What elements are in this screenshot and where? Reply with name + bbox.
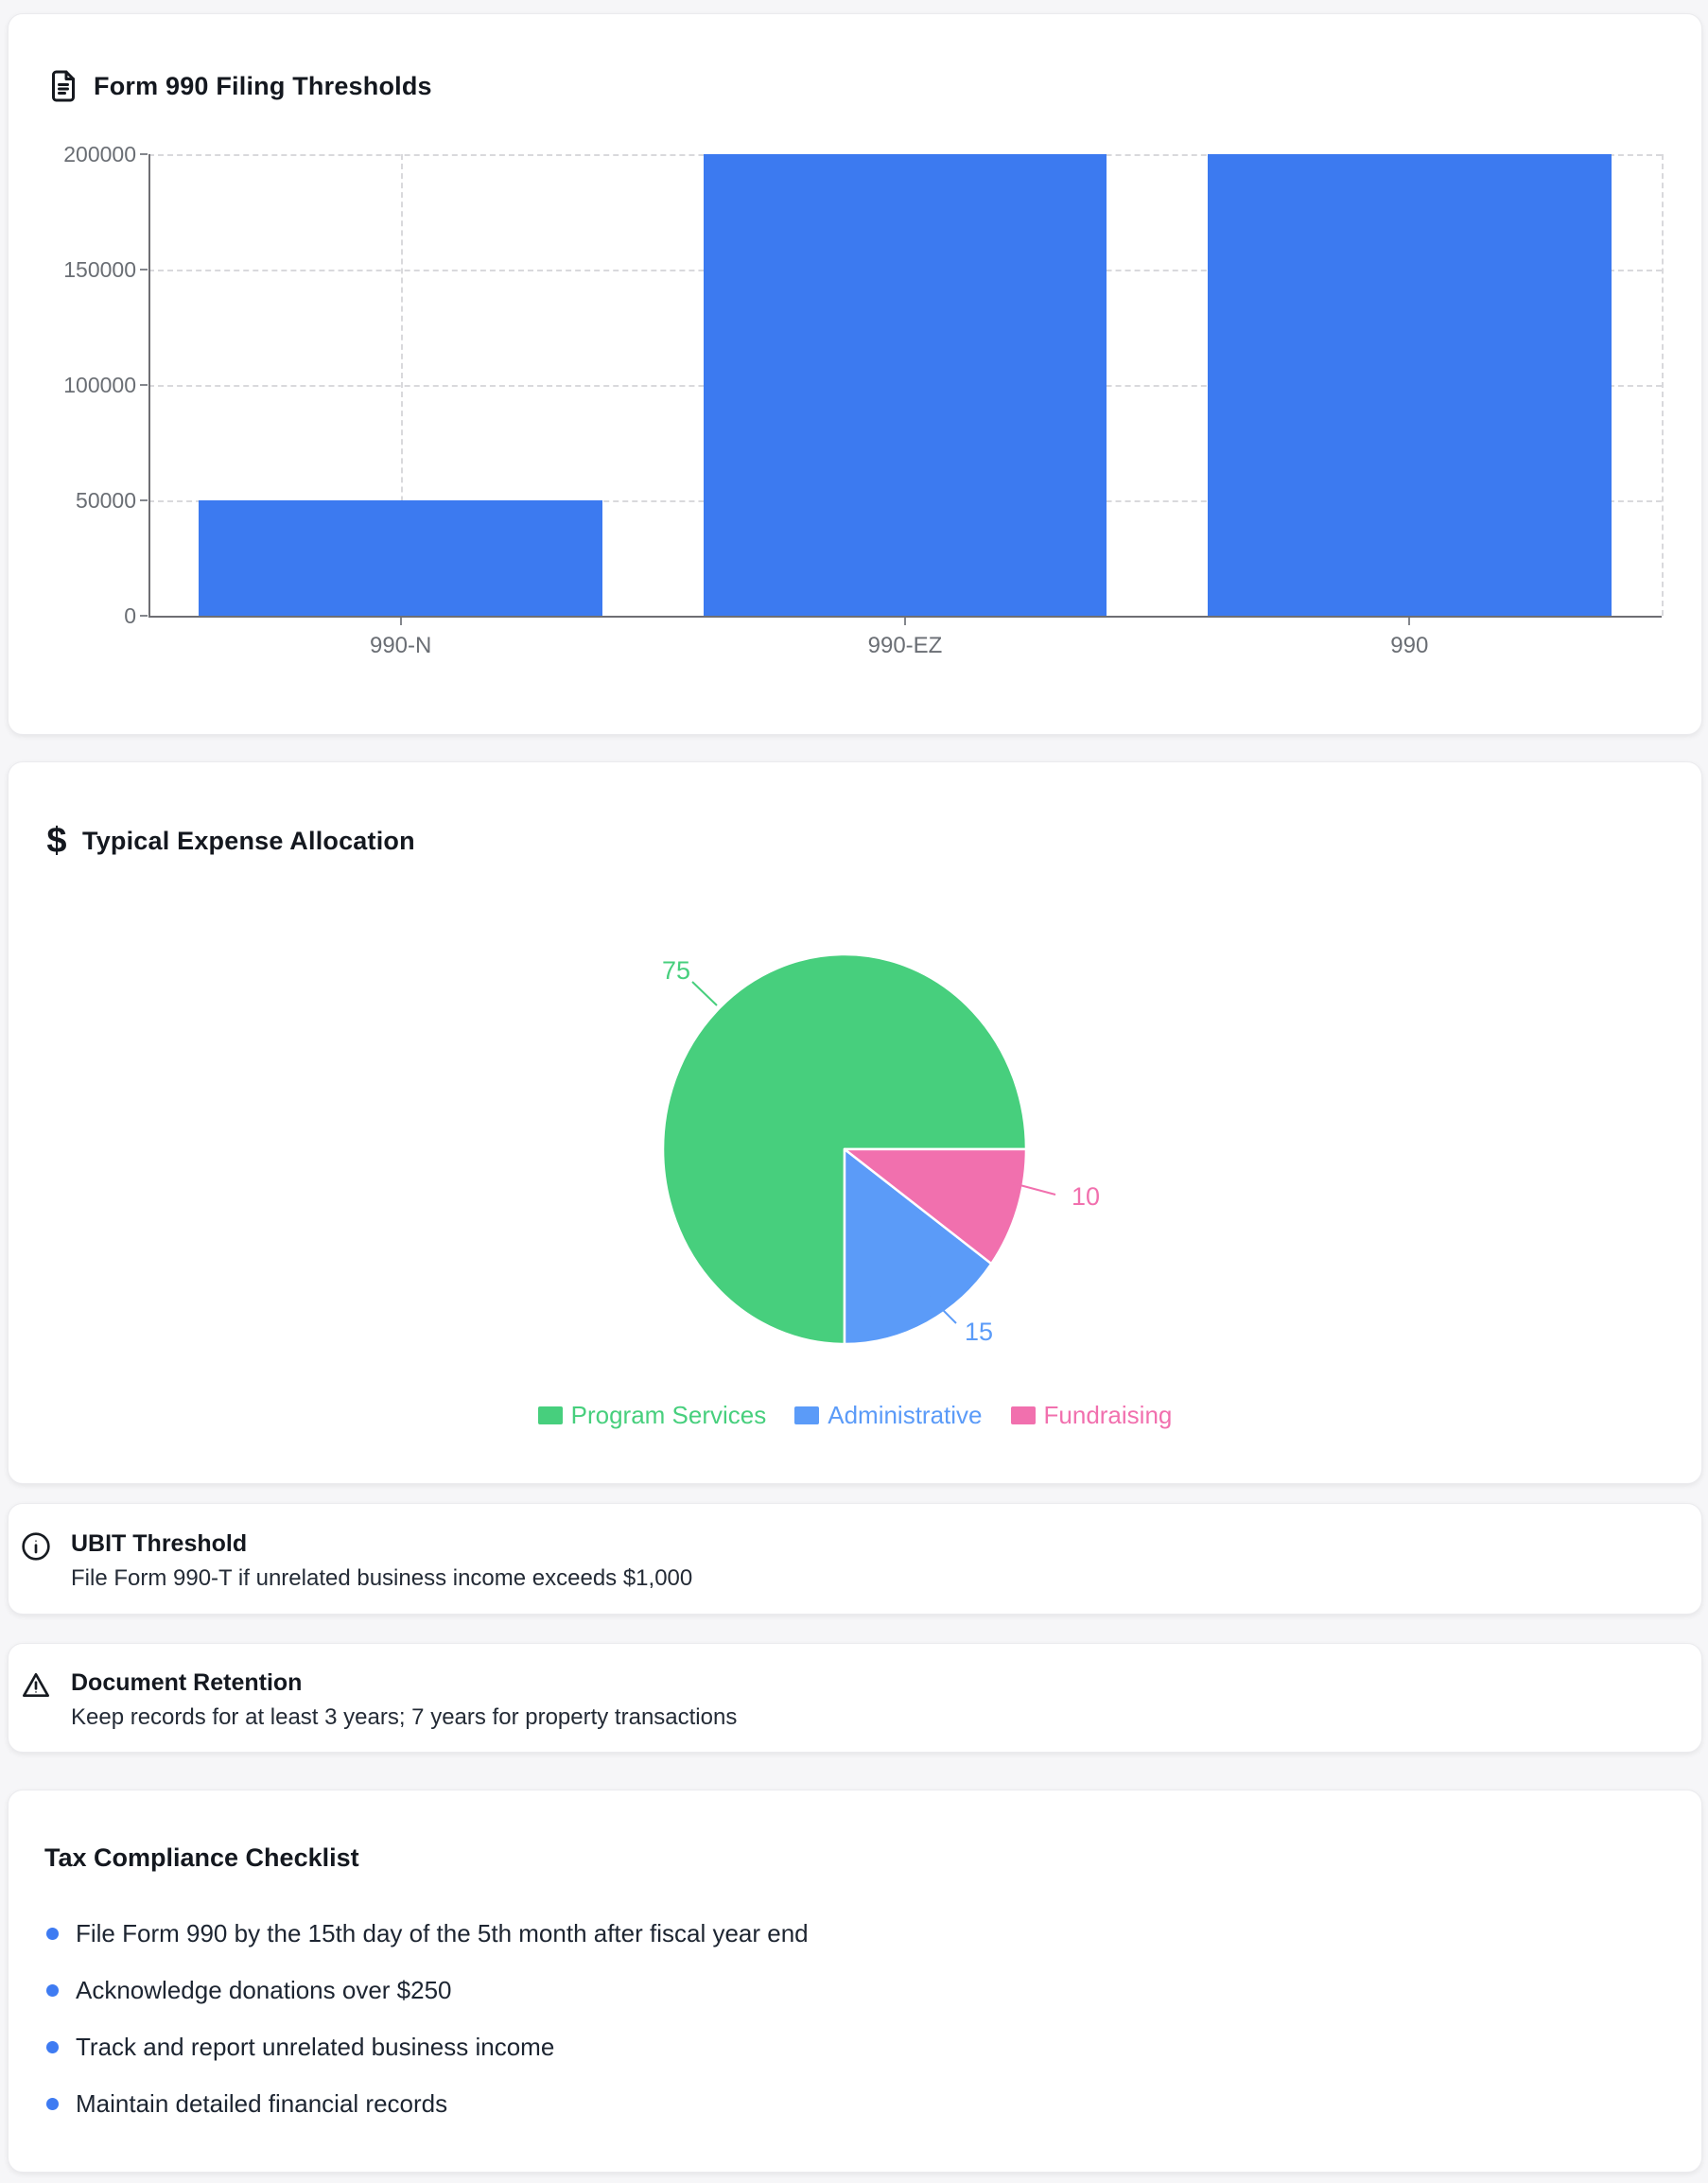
legend-label: Program Services (570, 1401, 767, 1429)
bar-990-N (199, 500, 602, 616)
retention-card: Document Retention Keep records for at l… (8, 1643, 1702, 1753)
bar-chart-card: Form 990 Filing Thresholds 0 50000 100000 1… (8, 13, 1702, 735)
y-tick-label: 200000 (63, 142, 136, 166)
y-axis-line (148, 154, 150, 616)
warning-icon (23, 1672, 49, 1697)
y-tick-label: 50000 (76, 488, 136, 513)
pie-card-header: $ Typical Expense Allocation (44, 823, 415, 859)
retention-title: Document Retention (71, 1669, 303, 1696)
pie-label-leader (691, 981, 718, 1006)
info-icon (22, 1532, 50, 1561)
checklist-item-text: Track and report unrelated business inco… (76, 2033, 555, 2061)
legend-label: Fundraising (1043, 1401, 1173, 1429)
pie-data-label: 15 (965, 1318, 993, 1346)
bullet-dot-icon (46, 2040, 59, 2053)
legend-swatch (794, 1406, 820, 1424)
pie-slice-program-services (661, 952, 1028, 1346)
checklist-title: Tax Compliance Checklist (44, 1843, 359, 1872)
ubit-card: UBIT Threshold File Form 990-T if unrela… (8, 1503, 1702, 1615)
bar-card-header: Form 990 Filing Thresholds (46, 69, 432, 103)
ubit-title: UBIT Threshold (71, 1530, 248, 1557)
bar-chart: 0 50000 100000 150000 200000 990-N 990-EZ 990 (9, 14, 1701, 734)
x-axis-line (148, 616, 1662, 618)
x-category-label: 990 (1390, 633, 1429, 658)
bar-990 (1208, 154, 1612, 616)
pie-legend: Program Services Administrative Fundrais… (9, 1403, 1701, 1427)
legend-item-program-services[interactable]: Program Services (537, 1401, 767, 1429)
y-tick (140, 384, 148, 386)
x-tick (1408, 618, 1411, 625)
y-tick (140, 153, 148, 155)
y-tick (140, 269, 148, 271)
checklist-item: File Form 990 by the 15th day of the 5th… (46, 1921, 809, 1946)
y-tick (140, 499, 148, 501)
bullet-dot-icon (46, 2097, 59, 2110)
pie-chart-card: $ Typical Expense Allocation 75 15 10 Prog… (8, 761, 1702, 1484)
pie-data-label: 75 (662, 956, 690, 985)
bullet-dot-icon (46, 1927, 59, 1940)
pie-label-leader (1012, 1182, 1056, 1196)
checklist-item: Maintain detailed financial records (46, 2091, 447, 2116)
ubit-body: File Form 990-T if unrelated business in… (71, 1565, 693, 1591)
x-category-label: 990-N (369, 633, 432, 658)
pie-slice-administrative (843, 1147, 993, 1346)
dollar-icon: $ (46, 821, 67, 861)
y-tick-label: 150000 (63, 257, 136, 282)
legend-swatch (537, 1406, 563, 1424)
retention-body: Keep records for at least 3 years; 7 yea… (71, 1704, 738, 1730)
pie-chart: 75 15 10 (661, 952, 1100, 1346)
y-tick (140, 615, 148, 617)
pie-card-title: Typical Expense Allocation (82, 826, 415, 855)
legend-item-administrative[interactable]: Administrative (794, 1401, 983, 1429)
y-tick-label: 0 (124, 603, 136, 628)
bar-card-title: Form 990 Filing Thresholds (94, 71, 432, 100)
pie-slice-fundraising (843, 1147, 1028, 1266)
bullet-dot-icon (46, 1983, 59, 1997)
gridline-x (400, 154, 403, 616)
checklist-item-text: Acknowledge donations over $250 (76, 1976, 452, 2004)
bar-990-EZ (703, 154, 1107, 616)
x-tick (904, 618, 906, 625)
checklist-card: Tax Compliance Checklist File Form 990 b… (8, 1790, 1702, 2173)
legend-swatch (1010, 1406, 1036, 1424)
legend-item-fundraising[interactable]: Fundraising (1010, 1401, 1173, 1429)
file-text-icon (52, 70, 75, 102)
y-tick-label: 100000 (63, 373, 136, 397)
checklist-item-text: Maintain detailed financial records (76, 2089, 448, 2118)
legend-label: Administrative (828, 1401, 983, 1429)
plot-right-border (1662, 154, 1664, 616)
checklist-item: Acknowledge donations over $250 (46, 1978, 452, 2002)
x-category-label: 990-EZ (867, 633, 943, 658)
x-tick (399, 618, 402, 625)
checklist-item: Track and report unrelated business inco… (46, 2035, 554, 2059)
checklist-item-text: File Form 990 by the 15th day of the 5th… (76, 1919, 809, 1947)
pie-label-leader (929, 1296, 957, 1324)
pie-data-label: 10 (1072, 1182, 1100, 1211)
